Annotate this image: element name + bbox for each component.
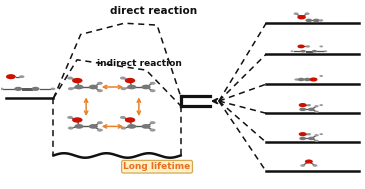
Circle shape xyxy=(31,87,39,91)
Circle shape xyxy=(314,140,319,142)
Circle shape xyxy=(310,77,318,82)
Circle shape xyxy=(97,82,103,85)
Circle shape xyxy=(305,160,313,164)
Circle shape xyxy=(306,19,312,22)
Circle shape xyxy=(125,78,135,83)
Circle shape xyxy=(297,15,306,19)
Circle shape xyxy=(319,19,323,22)
Text: indirect reaction: indirect reaction xyxy=(97,59,182,68)
Circle shape xyxy=(142,85,151,89)
Circle shape xyxy=(127,85,136,89)
Circle shape xyxy=(299,108,306,111)
Circle shape xyxy=(305,12,310,15)
Circle shape xyxy=(308,108,315,111)
Circle shape xyxy=(304,78,311,81)
Circle shape xyxy=(291,50,294,52)
Circle shape xyxy=(319,46,323,47)
Circle shape xyxy=(89,85,98,89)
Circle shape xyxy=(0,88,3,90)
Circle shape xyxy=(307,133,311,135)
Circle shape xyxy=(314,105,319,107)
Circle shape xyxy=(120,116,126,119)
Circle shape xyxy=(319,133,323,135)
Circle shape xyxy=(89,124,98,129)
Circle shape xyxy=(319,104,323,106)
Circle shape xyxy=(150,89,155,92)
Circle shape xyxy=(97,89,103,92)
Circle shape xyxy=(319,75,323,77)
Circle shape xyxy=(312,50,317,53)
Circle shape xyxy=(74,124,84,129)
Circle shape xyxy=(97,129,103,132)
Circle shape xyxy=(300,164,305,167)
Circle shape xyxy=(74,85,84,89)
Circle shape xyxy=(150,82,155,85)
Circle shape xyxy=(120,127,126,130)
Circle shape xyxy=(294,78,299,81)
Circle shape xyxy=(314,134,319,136)
Circle shape xyxy=(72,78,82,83)
Circle shape xyxy=(314,111,319,113)
Circle shape xyxy=(293,12,299,15)
Circle shape xyxy=(67,116,73,119)
Circle shape xyxy=(142,124,151,129)
Circle shape xyxy=(120,77,126,80)
Circle shape xyxy=(306,45,310,48)
Circle shape xyxy=(72,117,82,123)
Circle shape xyxy=(307,104,311,106)
Circle shape xyxy=(299,132,307,136)
Circle shape xyxy=(299,103,307,107)
Circle shape xyxy=(299,137,306,140)
Circle shape xyxy=(125,117,135,123)
Circle shape xyxy=(14,87,22,91)
Circle shape xyxy=(97,121,103,124)
Circle shape xyxy=(120,87,126,90)
Circle shape xyxy=(67,77,73,80)
Circle shape xyxy=(68,127,74,130)
Circle shape xyxy=(301,50,306,53)
Circle shape xyxy=(298,78,304,81)
Circle shape xyxy=(297,45,305,48)
Circle shape xyxy=(308,137,315,140)
Circle shape xyxy=(150,129,155,132)
Text: direct reaction: direct reaction xyxy=(110,6,197,16)
Circle shape xyxy=(68,87,74,90)
Circle shape xyxy=(312,164,318,167)
Circle shape xyxy=(6,74,16,79)
Text: Long lifetime: Long lifetime xyxy=(123,162,191,171)
Circle shape xyxy=(19,75,24,78)
Circle shape xyxy=(127,124,136,129)
Circle shape xyxy=(50,88,55,90)
Circle shape xyxy=(150,121,155,124)
Circle shape xyxy=(324,50,327,52)
Circle shape xyxy=(313,19,320,22)
